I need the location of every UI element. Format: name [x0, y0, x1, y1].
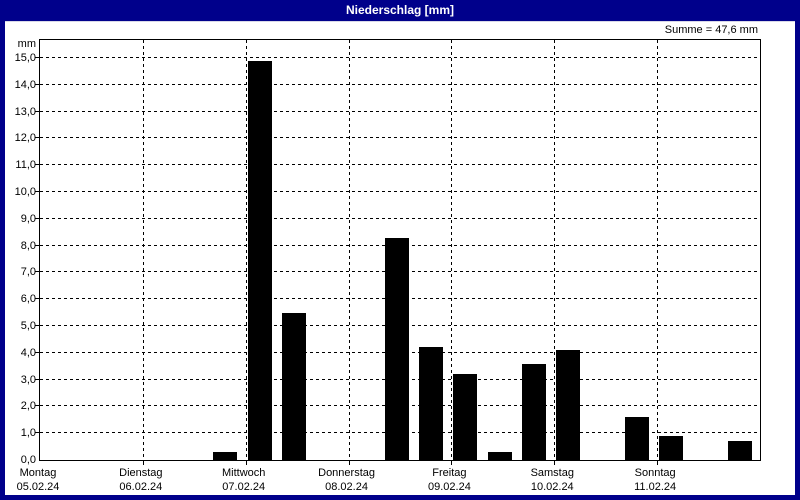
x-tick-mark: [657, 461, 658, 465]
bar: [213, 452, 237, 460]
x-tick-mark: [246, 461, 247, 465]
y-tick-label: 10,0: [14, 186, 36, 198]
y-tick-mark: [35, 57, 40, 58]
bar: [248, 61, 272, 460]
date-label: 08.02.24: [325, 481, 368, 493]
x-gridline: [554, 40, 555, 460]
bar: [282, 313, 306, 460]
day-label: Sonntag: [634, 467, 676, 479]
y-tick-label: 12,0: [14, 132, 36, 145]
y-tick-label: 5,0: [20, 320, 36, 332]
bar: [625, 417, 649, 460]
date-label: 07.02.24: [222, 481, 266, 493]
x-tick-mark: [451, 461, 452, 465]
y-tick-label: 14,0: [14, 78, 36, 91]
y-gridline: [40, 57, 760, 58]
y-tick-mark: [35, 191, 40, 192]
y-tick-label: 15,0: [14, 52, 36, 64]
y-tick-label: 3,0: [20, 373, 36, 386]
bar: [419, 347, 443, 460]
x-gridline: [349, 40, 350, 460]
x-gridline: [451, 40, 452, 460]
bar: [659, 436, 683, 460]
day-label: Donnerstag: [318, 467, 375, 479]
y-tick-label: 8,0: [20, 239, 36, 252]
y-tick-mark: [35, 405, 40, 407]
y-tick-mark: [35, 110, 40, 112]
y-tick-label: 1,0: [20, 427, 36, 440]
x-tick-mark: [349, 461, 350, 465]
y-tick-mark: [35, 244, 40, 246]
day-label: Mittwoch: [222, 467, 266, 479]
y-tick-mark: [35, 432, 40, 434]
sum-label: Summe = 47,6 mm: [664, 24, 758, 36]
bar: [453, 374, 477, 460]
plot-area: [39, 39, 761, 461]
y-tick-label: 9,0: [20, 212, 36, 225]
y-tick-mark: [35, 325, 40, 326]
y-tick-mark: [35, 271, 40, 273]
y-tick-label: 2,0: [20, 400, 36, 413]
y-gridline: [40, 137, 760, 139]
x-gridline: [143, 40, 144, 460]
y-gridline: [40, 164, 760, 166]
x-gridline: [246, 40, 247, 460]
y-gridline: [40, 110, 760, 112]
y-tick-label: 13,0: [14, 105, 36, 118]
date-label: 09.02.24: [428, 481, 471, 493]
y-tick-mark: [35, 217, 40, 219]
y-tick-label: 4,0: [20, 346, 36, 359]
y-gridline: [40, 217, 760, 219]
date-label: 05.02.24: [16, 481, 60, 493]
x-tick-mark: [143, 461, 144, 465]
bar: [385, 238, 409, 460]
y-tick-label: 11,0: [15, 159, 36, 172]
y-tick-mark: [35, 298, 40, 300]
date-label: 06.02.24: [119, 481, 163, 493]
y-tick-mark: [35, 351, 40, 353]
y-tick-label: 0,0: [20, 454, 36, 466]
y-axis-unit-label: mm: [17, 38, 36, 50]
day-label: Montag: [19, 467, 57, 479]
day-label: Freitag: [432, 467, 467, 479]
y-tick-label: 7,0: [20, 266, 36, 279]
bar: [522, 364, 546, 460]
y-gridline: [40, 191, 760, 192]
x-tick-mark: [554, 461, 555, 465]
x-gridline: [657, 40, 658, 460]
day-label: Dienstag: [119, 467, 163, 479]
bar: [488, 452, 512, 460]
y-tick-mark: [35, 83, 40, 85]
date-label: 10.02.24: [530, 481, 574, 493]
bar: [728, 441, 752, 460]
chart-title: Niederschlag [mm]: [345, 3, 455, 17]
date-label: 11.02.24: [634, 481, 677, 493]
y-gridline: [40, 83, 760, 85]
y-tick-label: 6,0: [20, 293, 36, 306]
y-tick-mark: [35, 378, 40, 380]
y-tick-mark: [35, 164, 40, 166]
day-label: Samstag: [530, 467, 574, 479]
bar: [556, 350, 580, 460]
y-tick-mark: [35, 137, 40, 139]
